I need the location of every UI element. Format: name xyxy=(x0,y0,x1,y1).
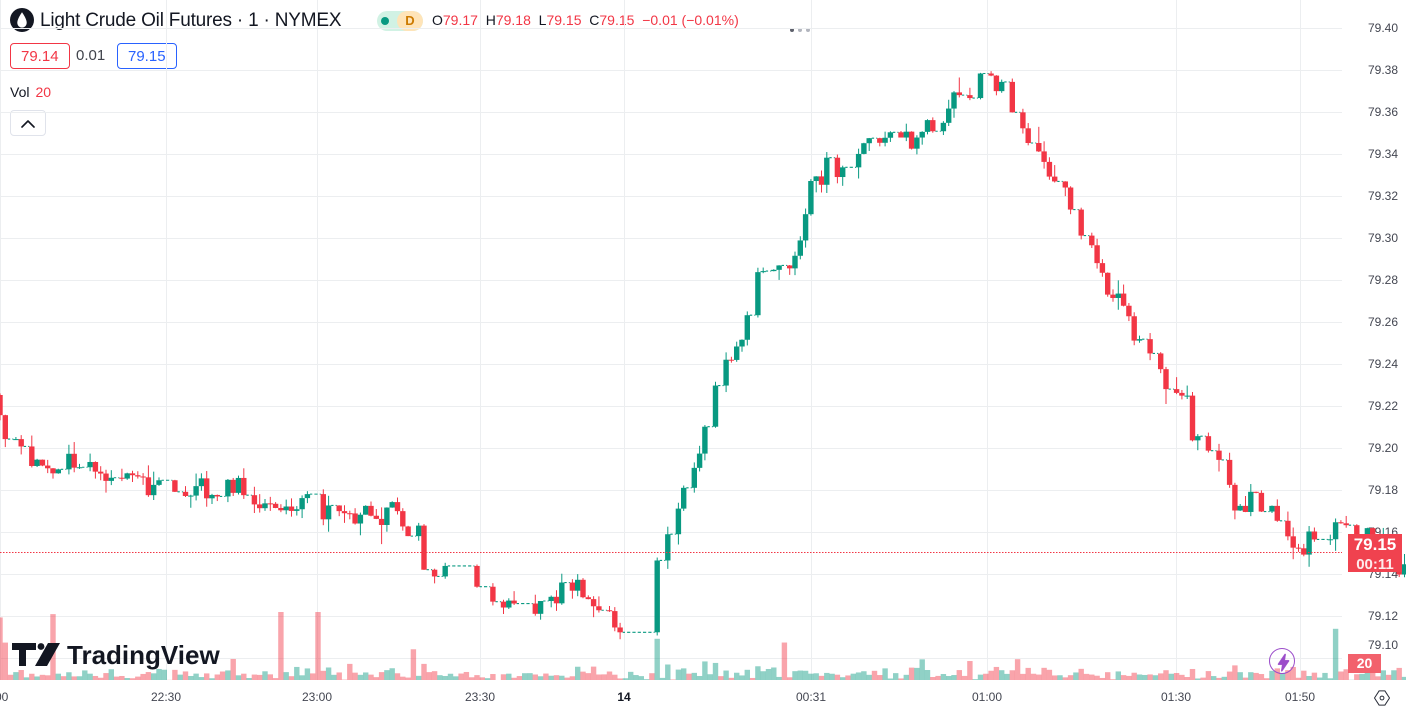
svg-text:TradingView: TradingView xyxy=(67,640,220,670)
